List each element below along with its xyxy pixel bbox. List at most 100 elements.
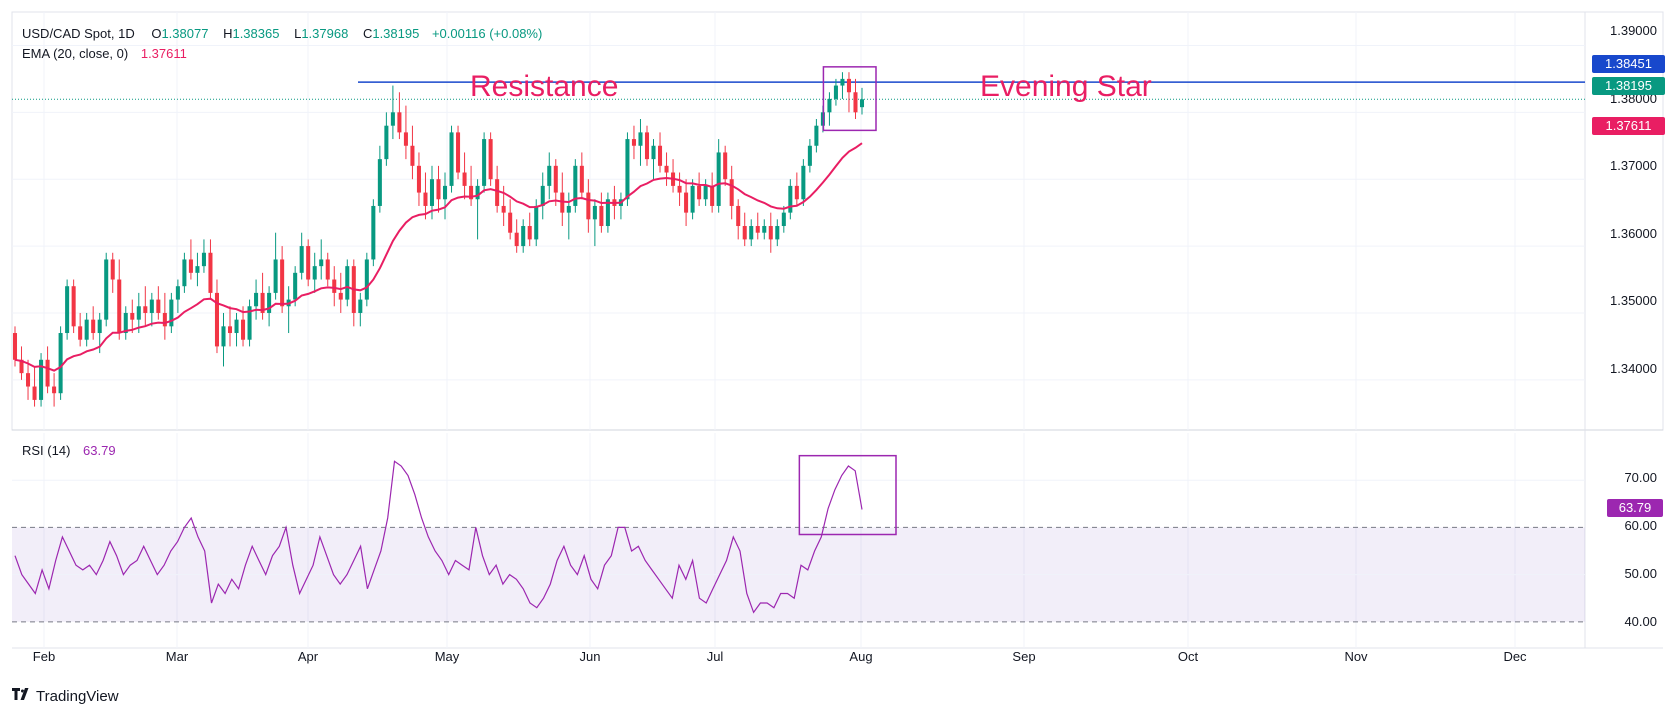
price-tick-label: 1.39000 [1610,23,1657,38]
candle-body [781,212,786,227]
candle-body [482,139,487,186]
candle-body [755,226,760,233]
rsi-tick-label: 40.00 [1624,614,1657,629]
candle-body [827,98,832,113]
candle-body [221,326,226,347]
rsi-highlight-box [798,454,897,536]
rsi-tick-label: 60.00 [1624,518,1657,533]
candle-body [749,226,754,240]
time-tick-label: Mar [165,649,189,664]
candle-body [345,266,350,300]
candle-body [579,165,584,193]
candle-body [306,246,311,280]
evening-star-annotation: Evening Star [980,70,1152,103]
change-value: +0.00116 (+0.08%) [431,26,543,41]
candle-body [280,259,285,307]
candle-body [26,373,31,387]
time-tick-label: Jul [706,649,724,664]
candle-body [182,259,187,287]
candle-body [397,112,402,133]
candle-body [71,286,76,327]
candle-body [664,165,669,173]
candle-body [143,306,148,313]
candle-body [716,152,721,206]
candle-body [156,299,161,313]
candle-body [690,185,695,213]
legend-symbol-row: USD/CAD Spot, 1D O1.38077 H1.38365 L1.37… [22,26,545,41]
low-label: L [294,26,302,41]
candle-body [410,145,415,166]
candle-body [703,185,708,200]
open-label: O [151,26,162,41]
candle-body [390,112,395,126]
candle-body [501,205,506,213]
candle-body [723,152,728,180]
candle-body [32,386,37,400]
candle-body [651,145,656,160]
price-tick-label: 1.34000 [1610,361,1657,376]
close-value: 1.38195 [372,26,420,41]
candle-body [631,139,636,146]
time-tick-label: Feb [32,649,56,664]
candle-body [566,205,571,213]
candle-body [436,179,441,200]
candle-body [462,172,467,186]
candle-body [123,312,128,334]
candle-body [201,252,206,267]
candle-body [338,292,343,300]
candle-body [195,266,200,273]
candle-body [58,333,63,394]
legend-rsi-row: RSI (14) 63.79 [22,443,119,458]
candle-body [52,386,57,394]
time-tick-label: Dec [1503,649,1527,664]
candle-body [573,165,578,206]
candle-body [208,252,213,293]
candle-body [130,312,135,320]
candle-body [188,259,193,273]
candle-body [469,185,474,200]
time-tick-label: Aug [849,649,873,664]
candle-body [319,259,324,267]
high-value: 1.38365 [232,26,280,41]
candle-body [175,286,180,300]
candle-body [169,299,174,327]
candle-body [514,232,519,247]
candle-body [508,212,513,233]
time-tick-label: Jun [579,649,601,664]
candle-body [84,319,89,340]
candle-body [638,132,643,146]
rsi-line [14,460,863,614]
candle-body [234,319,239,334]
candle-body [423,192,428,206]
candle-body [136,306,141,320]
candle-body [729,179,734,206]
candle-body [214,292,219,347]
candle-body [547,165,552,186]
candle-body [358,299,363,313]
candle-body [416,165,421,193]
price-tick-label: 1.37000 [1610,158,1657,173]
candle-body [149,299,154,313]
candle-body [45,359,50,387]
candle-body [553,165,558,193]
candle-body [605,199,610,227]
candle-body [429,179,435,206]
time-tick-label: Apr [297,649,319,664]
candle-body [299,246,304,273]
ema-price-tag: 1.37611 [1592,117,1665,135]
candle-body [241,319,246,340]
candle-body [658,145,663,166]
candle-body [260,292,265,313]
candle-body [65,286,70,334]
candle-body [12,333,18,360]
candle-body [97,319,102,334]
candle-body [332,279,337,293]
candle-body [364,259,369,300]
candle-body [840,78,845,86]
candle-body [560,192,565,213]
candle-body [456,132,461,173]
candle-body [273,259,278,293]
tradingview-logo[interactable]: TradingView [12,687,119,705]
candle-body [475,185,480,200]
